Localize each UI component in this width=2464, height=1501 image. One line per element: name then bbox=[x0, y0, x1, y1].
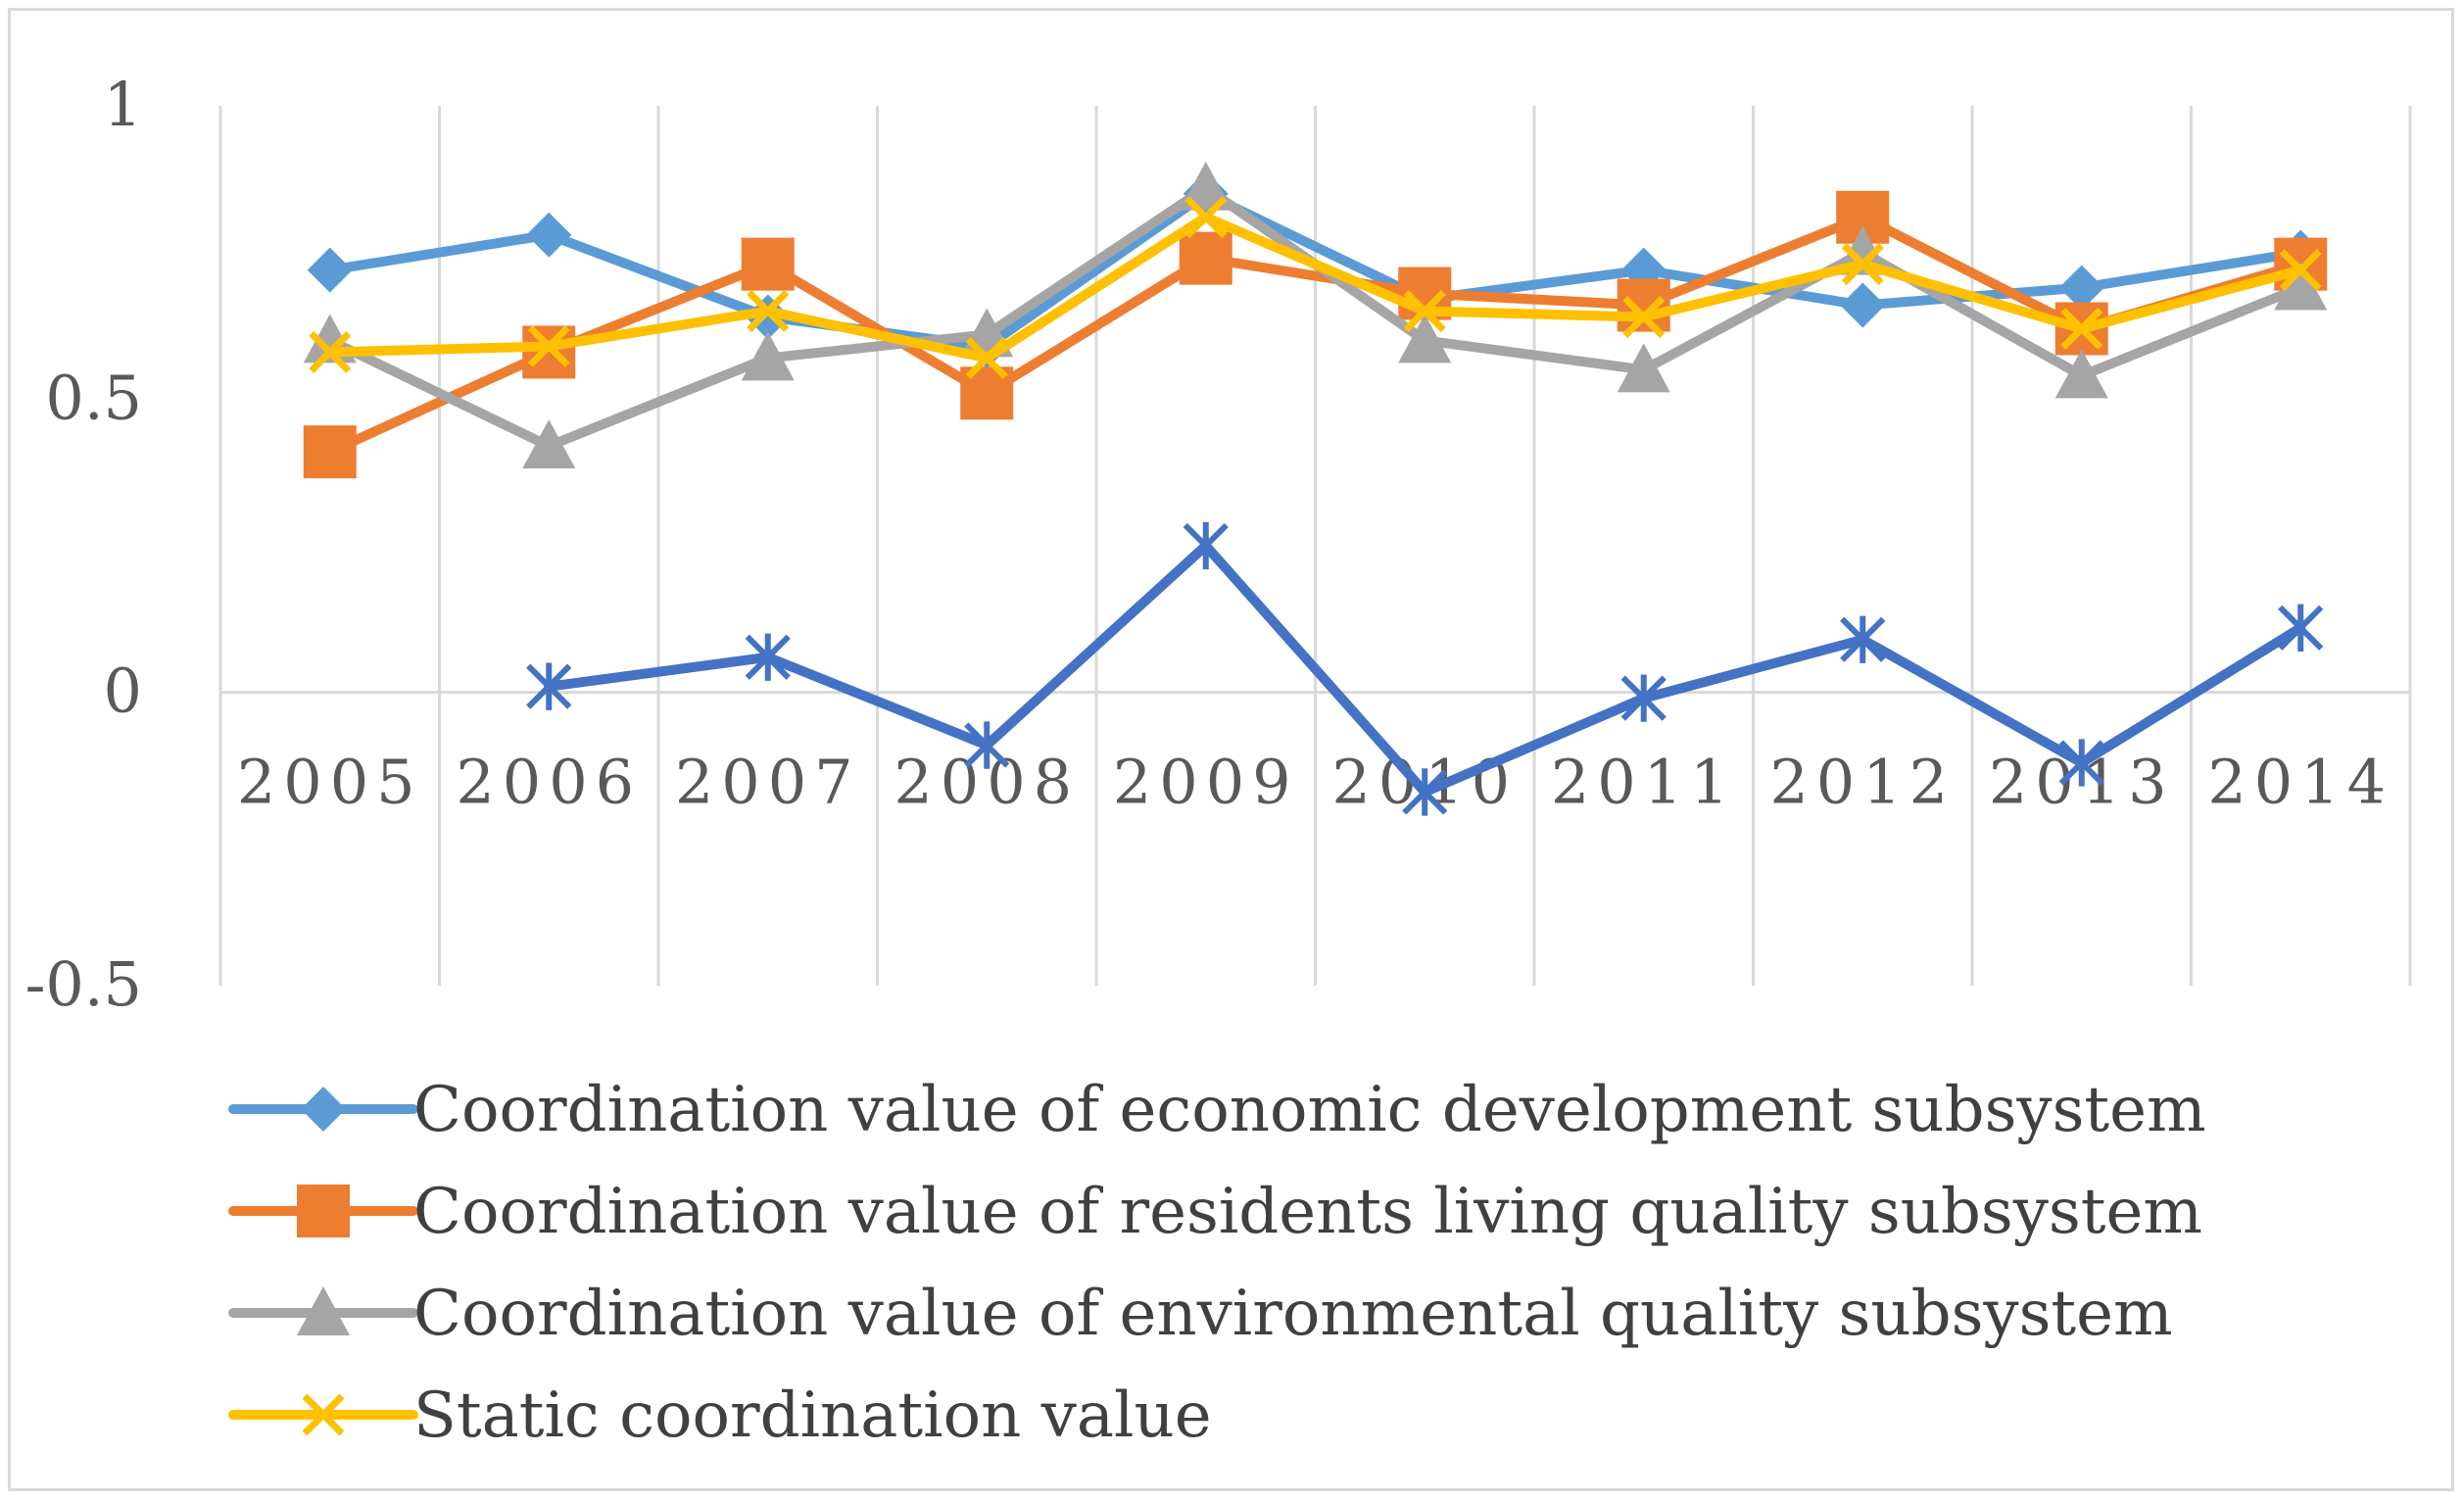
y-tick-label: -0.5 bbox=[24, 948, 142, 1020]
data-point-marker bbox=[1179, 161, 1232, 211]
x-tick-label: 2007 bbox=[675, 747, 861, 818]
data-point-marker bbox=[741, 331, 795, 381]
legend-item: Coordination value of residents living q… bbox=[228, 1176, 2202, 1248]
data-point-marker bbox=[1403, 290, 1446, 333]
data-point-marker bbox=[2058, 739, 2104, 787]
series-group bbox=[303, 161, 2328, 816]
data-point-marker bbox=[1398, 314, 1452, 363]
data-point-marker bbox=[526, 662, 572, 710]
data-point-marker bbox=[1617, 278, 1670, 332]
legend-swatch-marker bbox=[302, 1393, 345, 1436]
data-point-marker bbox=[745, 633, 791, 681]
y-axis-ticks: -0.5 0 0.5 1 bbox=[24, 69, 142, 1020]
data-point-marker bbox=[522, 325, 576, 379]
data-point-marker bbox=[1620, 674, 1667, 722]
x-tick-label: 2006 bbox=[456, 747, 642, 818]
series-line bbox=[324, 212, 2306, 458]
series-5 bbox=[526, 521, 2324, 816]
y-tick-label: 0 bbox=[104, 655, 142, 727]
data-point-marker bbox=[2058, 265, 2104, 311]
data-point-marker bbox=[2278, 604, 2324, 652]
x-tick-label: 2008 bbox=[894, 747, 1080, 818]
legend-label: Coordination value of environmental qual… bbox=[413, 1278, 2173, 1350]
data-point-marker bbox=[2054, 349, 2108, 399]
data-point-marker bbox=[1183, 521, 1229, 570]
data-point-marker bbox=[1840, 282, 1886, 328]
legend-swatch-marker bbox=[297, 1185, 350, 1237]
legend-label: Coordination value of economic developme… bbox=[413, 1074, 2206, 1146]
x-tick-label: 2011 bbox=[1551, 747, 1737, 818]
data-point-marker bbox=[303, 425, 357, 479]
data-point-marker bbox=[1840, 615, 1886, 663]
data-point-marker bbox=[527, 324, 570, 367]
series-4 bbox=[309, 196, 2322, 379]
x-tick-label: 2012 bbox=[1769, 747, 1956, 818]
series-2 bbox=[303, 190, 2328, 479]
x-axis-ticks: 2005 2006 2007 2008 2009 2010 2011 2012 2013 2014 bbox=[237, 747, 2393, 818]
legend-item: Coordination value of economic developme… bbox=[228, 1074, 2206, 1146]
data-point-marker bbox=[747, 290, 790, 333]
data-point-marker bbox=[2279, 249, 2322, 292]
data-point-marker bbox=[1617, 343, 1670, 393]
legend-swatch-marker bbox=[301, 1087, 346, 1132]
x-tick-label: 2009 bbox=[1113, 747, 1299, 818]
data-point-marker bbox=[1179, 231, 1232, 285]
data-point-marker bbox=[745, 294, 791, 340]
data-point-marker bbox=[2274, 261, 2328, 311]
y-tick-label: 1 bbox=[104, 69, 142, 140]
data-point-marker bbox=[1622, 296, 1666, 338]
legend: Coordination value of economic developme… bbox=[228, 1074, 2206, 1452]
data-point-marker bbox=[964, 721, 1010, 769]
legend-swatch-marker bbox=[297, 1286, 350, 1335]
legend-label: Coordination value of residents living q… bbox=[413, 1176, 2202, 1248]
data-point-marker bbox=[1402, 768, 1448, 816]
data-point-marker bbox=[1184, 196, 1228, 239]
data-point-marker bbox=[526, 212, 572, 258]
data-point-marker bbox=[1841, 243, 1884, 286]
legend-label: Static coordination value bbox=[413, 1380, 1212, 1452]
x-tick-label: 2005 bbox=[237, 747, 423, 818]
data-point-marker bbox=[309, 330, 352, 373]
y-tick-label: 0.5 bbox=[45, 362, 142, 433]
data-point-marker bbox=[522, 419, 576, 469]
series-line bbox=[324, 212, 2306, 363]
legend-item: Static coordination value bbox=[228, 1380, 1212, 1452]
data-point-marker bbox=[965, 336, 1008, 379]
x-tick-label: 2014 bbox=[2207, 747, 2393, 818]
data-point-marker bbox=[741, 237, 795, 291]
legend-item: Coordination value of environmental qual… bbox=[228, 1278, 2173, 1350]
data-point-marker bbox=[307, 247, 353, 293]
data-point-marker bbox=[2060, 308, 2103, 350]
